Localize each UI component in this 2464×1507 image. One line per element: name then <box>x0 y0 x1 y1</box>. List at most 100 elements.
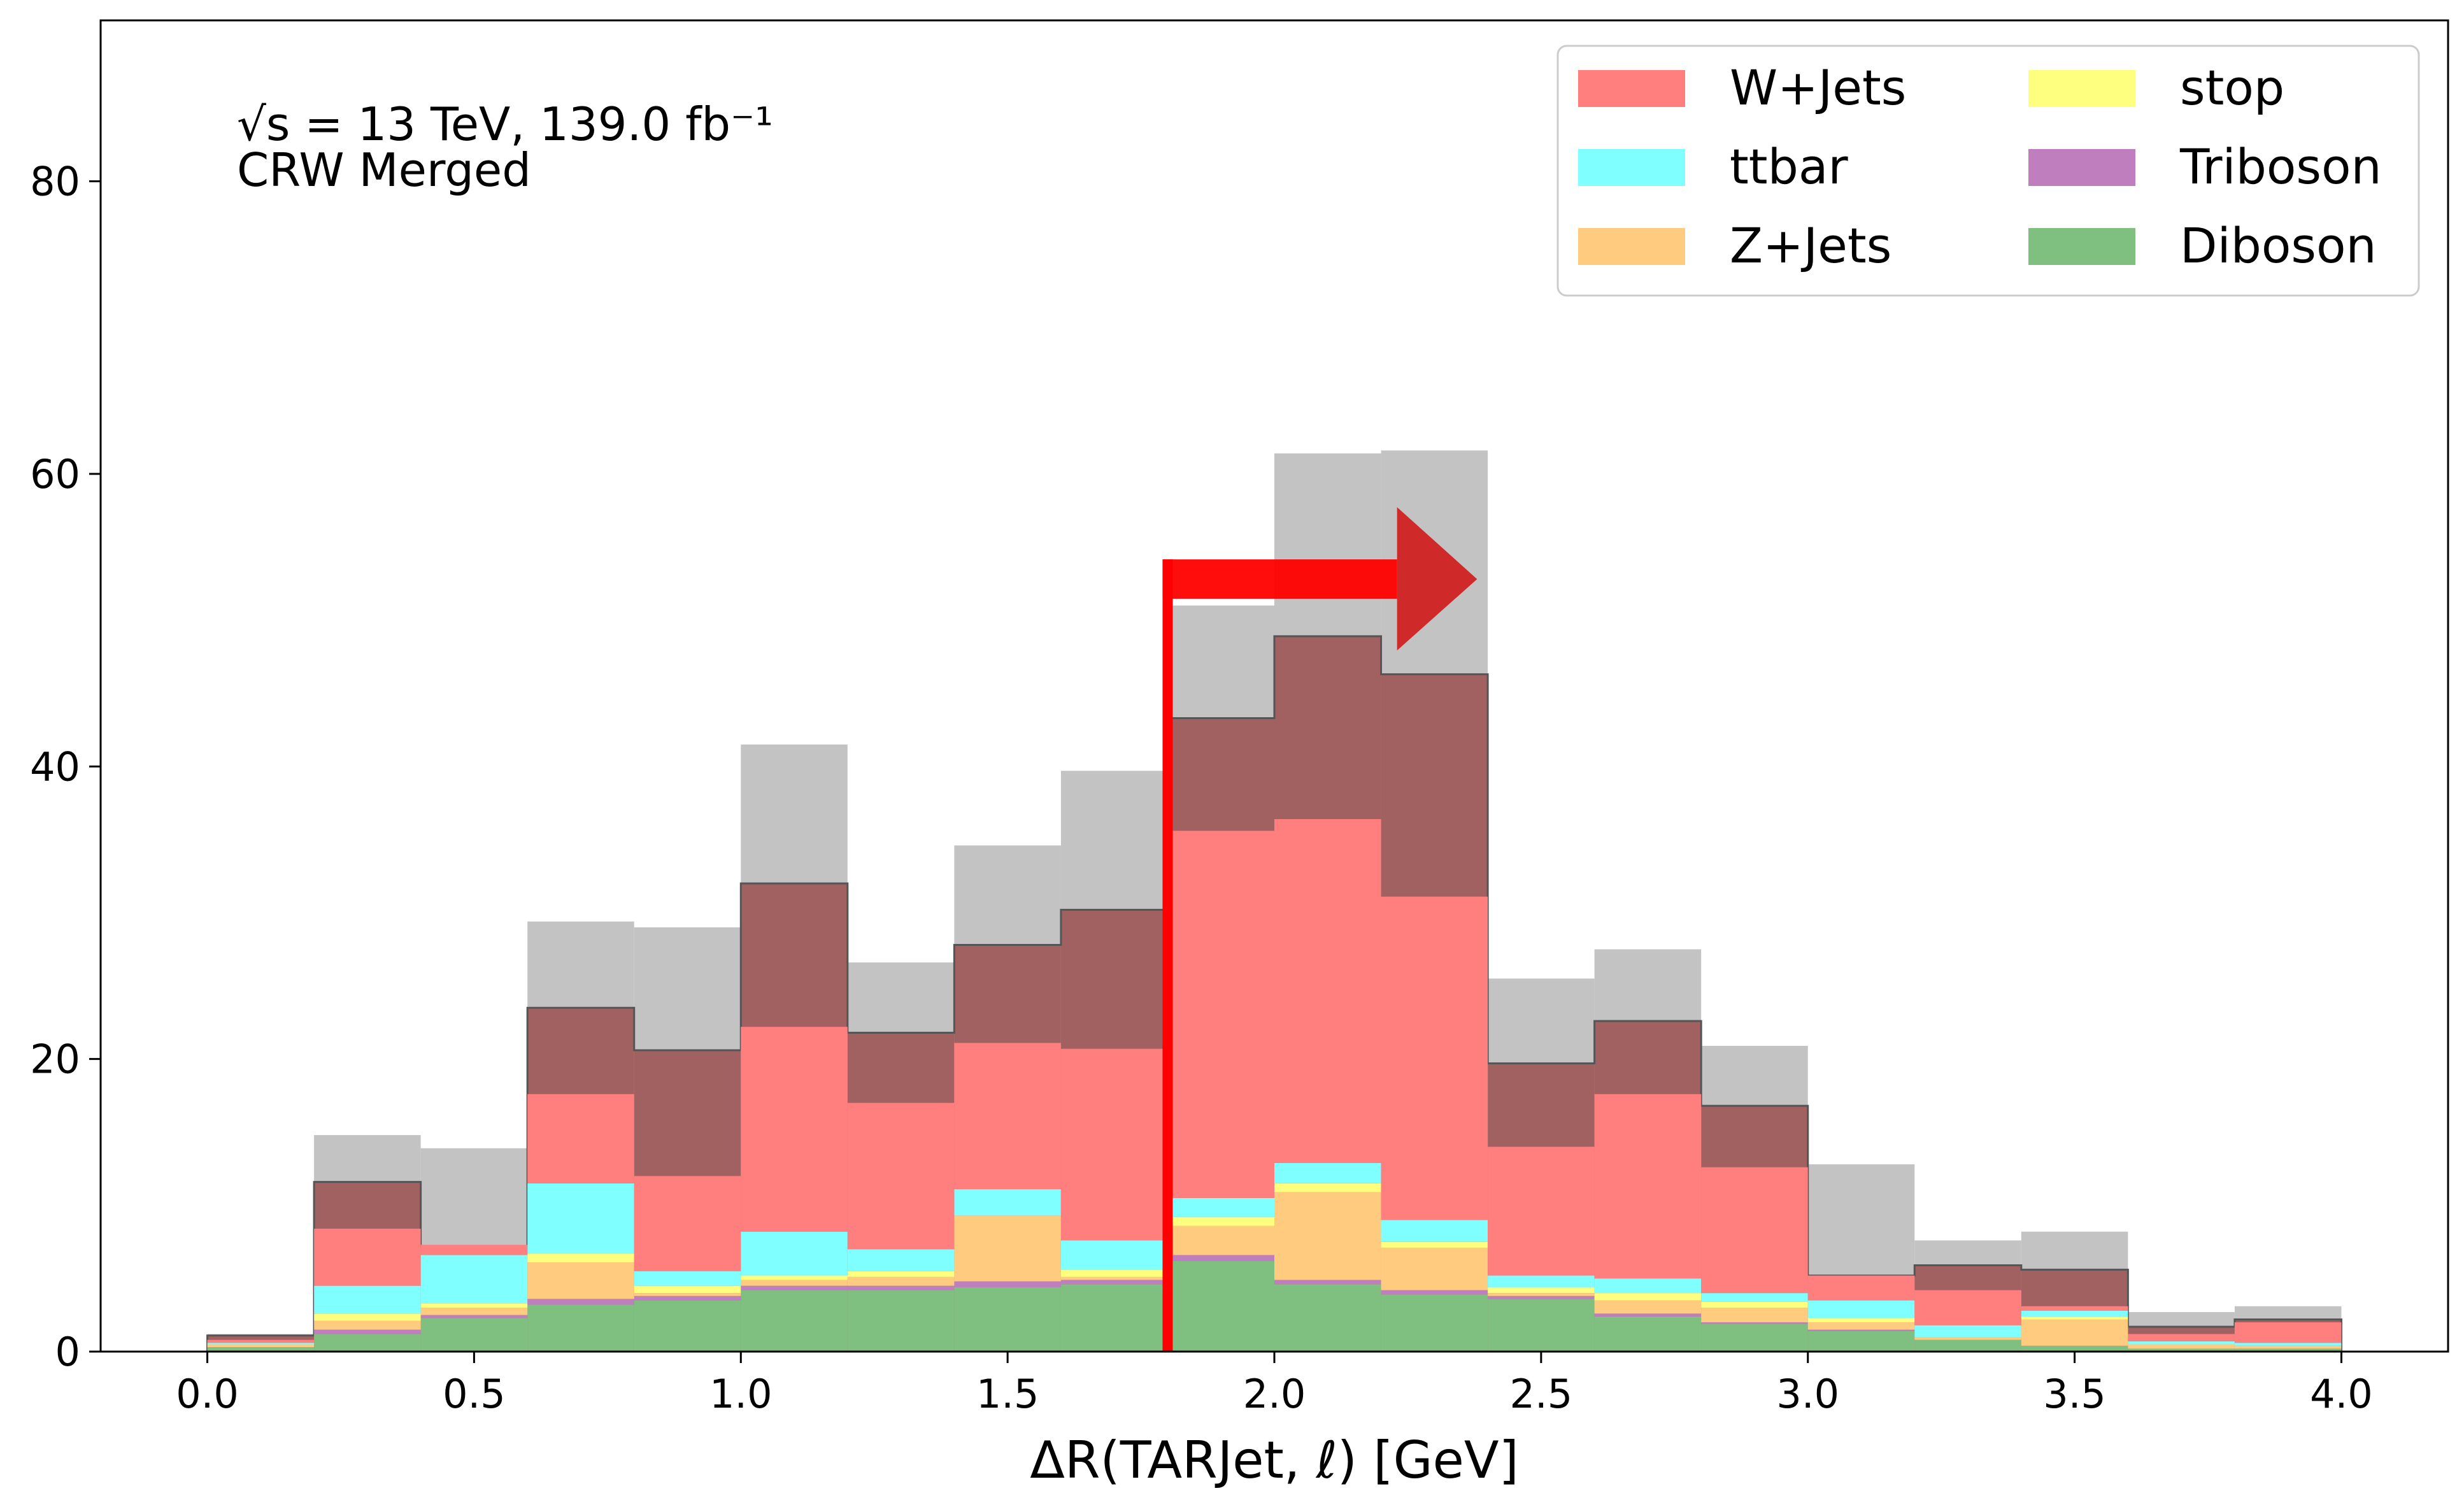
legend-swatch-triboson <box>2028 149 2135 186</box>
bar-stop <box>2021 1316 2128 1320</box>
bar-ttbar <box>954 1189 1061 1216</box>
y-tick-label: 20 <box>30 1036 80 1083</box>
legend-swatch-z-jets <box>1578 228 1685 265</box>
bar-stop <box>1060 1269 1168 1277</box>
bar-stop <box>1488 1287 1595 1294</box>
bar-diboson <box>2021 1345 2128 1352</box>
x-tick-label: 3.5 <box>2043 1371 2106 1417</box>
bar-z-jets <box>527 1262 634 1299</box>
y-tick-label: 0 <box>55 1329 80 1375</box>
bar-w-jets <box>1060 1048 1168 1241</box>
bar-stop <box>1167 1217 1274 1226</box>
bar-z-jets <box>1274 1192 1381 1280</box>
bar-diboson <box>1701 1324 1808 1352</box>
legend-label-triboson: Triboson <box>2179 138 2382 195</box>
bar-triboson <box>527 1299 634 1305</box>
bar-stop <box>1594 1293 1702 1301</box>
bar-triboson <box>420 1315 528 1318</box>
bar-stop <box>634 1285 741 1294</box>
bar-stop <box>1701 1301 1808 1308</box>
bar-w-jets <box>2021 1306 2128 1311</box>
annotation-region: CRW Merged <box>237 143 531 197</box>
bar-w-jets <box>527 1094 634 1183</box>
bar-ttbar <box>420 1255 528 1304</box>
bar-ttbar <box>1274 1162 1381 1183</box>
bar-w-jets <box>1274 819 1381 1163</box>
x-tick-label: 4.0 <box>2310 1371 2373 1417</box>
y-tick-label: 60 <box>30 451 80 497</box>
bar-w-jets <box>2234 1322 2342 1343</box>
bar-diboson <box>207 1347 315 1352</box>
bar-z-jets <box>741 1280 848 1286</box>
bar-diboson <box>741 1290 848 1352</box>
bar-stop <box>1274 1183 1381 1192</box>
bar-w-jets <box>634 1176 741 1271</box>
bar-w-jets <box>847 1103 955 1250</box>
legend-swatch-ttbar <box>1578 149 1685 186</box>
legend-swatch-w-jets <box>1578 70 1685 107</box>
bar-z-jets <box>1914 1337 2021 1340</box>
bar-stop <box>1807 1318 1915 1323</box>
bar-z-jets <box>1594 1300 1702 1314</box>
bar-w-jets <box>314 1229 421 1286</box>
bar-w-jets <box>954 1043 1061 1190</box>
bar-diboson <box>420 1318 528 1352</box>
bar-ttbar <box>1488 1275 1595 1287</box>
bar-diboson <box>527 1304 634 1352</box>
bar-triboson <box>1807 1329 1915 1331</box>
bar-diboson <box>1594 1316 1702 1352</box>
bar-w-jets <box>1807 1275 1915 1301</box>
cut-arrow-head <box>1397 507 1478 651</box>
bar-w-jets <box>1381 896 1488 1220</box>
bar-w-jets <box>1914 1290 2021 1325</box>
legend-label-diboson: Diboson <box>2180 217 2377 274</box>
bar-z-jets <box>954 1215 1061 1282</box>
bar-w-jets <box>207 1339 315 1343</box>
legend-label-stop: stop <box>2180 59 2284 116</box>
legend-label-ttbar: ttbar <box>1730 138 1848 195</box>
bar-ttbar <box>314 1285 421 1314</box>
bar-stop <box>1381 1241 1488 1248</box>
bar-ttbar <box>1167 1197 1274 1217</box>
bar-z-jets <box>314 1320 421 1330</box>
bar-z-jets <box>1488 1293 1595 1296</box>
x-tick-label: 1.5 <box>976 1371 1039 1417</box>
bar-triboson <box>847 1285 955 1290</box>
bar-w-jets <box>1701 1167 1808 1294</box>
bar-ttbar <box>2234 1343 2342 1346</box>
bar-triboson <box>954 1281 1061 1287</box>
bar-ttbar <box>741 1231 848 1276</box>
bar-w-jets <box>1594 1094 1702 1279</box>
x-tick-label: 1.0 <box>709 1371 773 1417</box>
bar-z-jets <box>634 1293 741 1296</box>
annotation-energy-lumi: √s = 13 TeV, 139.0 fb⁻¹ <box>237 97 773 151</box>
cut-arrow-shaft <box>1162 559 1397 599</box>
bar-z-jets <box>420 1308 528 1315</box>
bar-stop <box>741 1275 848 1280</box>
bar-diboson <box>634 1300 741 1352</box>
bar-diboson <box>2234 1348 2342 1352</box>
bar-ttbar <box>1594 1278 1702 1294</box>
bar-diboson <box>1488 1299 1595 1352</box>
x-tick-label: 3.0 <box>1776 1371 1839 1417</box>
bar-ttbar <box>847 1249 955 1271</box>
bar-ttbar <box>2128 1341 2235 1345</box>
bar-ttbar <box>1060 1240 1168 1270</box>
bar-ttbar <box>1381 1220 1488 1242</box>
bar-triboson <box>314 1329 421 1334</box>
bar-triboson <box>634 1296 741 1301</box>
bar-z-jets <box>207 1344 315 1348</box>
bar-diboson <box>847 1290 955 1352</box>
bar-w-jets <box>741 1027 848 1232</box>
bar-z-jets <box>1381 1247 1488 1290</box>
bar-diboson <box>314 1334 421 1352</box>
bar-diboson <box>1807 1331 1915 1352</box>
x-tick-label: 0.0 <box>176 1371 239 1417</box>
bar-triboson <box>1594 1313 1702 1317</box>
bar-diboson <box>1060 1284 1168 1352</box>
bar-triboson <box>741 1285 848 1290</box>
legend: W+Jets ttbar Z+Jets stop Triboson Diboson <box>1556 45 2420 297</box>
bar-diboson <box>1914 1339 2021 1352</box>
bar-ttbar <box>1807 1300 1915 1318</box>
x-axis-ticks: 0.0 0.5 1.0 1.5 2.0 2.5 3.0 3.5 4.0 <box>176 1352 2373 1417</box>
